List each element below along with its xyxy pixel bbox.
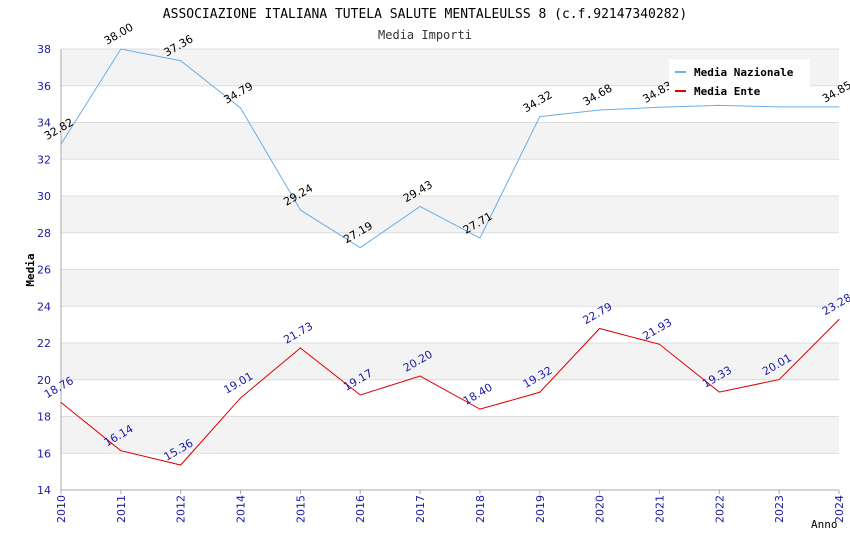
x-tick-label: 2011 xyxy=(115,495,128,523)
data-point xyxy=(240,107,242,109)
data-point xyxy=(359,247,361,249)
y-axis-label: Media xyxy=(24,253,37,286)
y-tick-label: 24 xyxy=(37,300,51,313)
data-label: 18.40 xyxy=(461,381,495,408)
data-point xyxy=(479,408,481,410)
data-point xyxy=(539,116,541,118)
y-tick-label: 20 xyxy=(37,374,51,387)
y-tick-label: 38 xyxy=(37,43,51,56)
x-axis-label: Anno xyxy=(811,518,838,531)
data-point xyxy=(120,450,122,452)
data-point xyxy=(359,394,361,396)
legend-entry: Media Nazionale xyxy=(694,66,794,79)
x-tick-label: 2021 xyxy=(653,495,666,523)
y-tick-label: 28 xyxy=(37,227,51,240)
data-point xyxy=(60,143,62,145)
x-tick-label: 2023 xyxy=(773,495,786,523)
y-tick-label: 26 xyxy=(37,264,51,277)
grid-band xyxy=(61,196,839,233)
y-tick-label: 16 xyxy=(37,447,51,460)
x-tick-label: 2018 xyxy=(474,495,487,523)
data-point xyxy=(658,343,660,345)
data-point xyxy=(718,104,720,106)
x-tick-label: 2020 xyxy=(594,495,607,523)
data-point xyxy=(539,391,541,393)
data-point xyxy=(778,379,780,381)
data-point xyxy=(419,375,421,377)
y-tick-label: 32 xyxy=(37,153,51,166)
chart-title: ASSOCIAZIONE ITALIANA TUTELA SALUTE MENT… xyxy=(163,7,687,22)
legend-entry: Media Ente xyxy=(694,85,761,98)
grid-band xyxy=(61,343,839,380)
x-tick-label: 2010 xyxy=(55,495,68,523)
y-tick-label: 22 xyxy=(37,337,51,350)
x-tick-label: 2016 xyxy=(354,495,367,523)
y-tick-label: 30 xyxy=(37,190,51,203)
data-point xyxy=(838,318,840,320)
data-point xyxy=(599,327,601,329)
data-point xyxy=(240,397,242,399)
y-tick-label: 36 xyxy=(37,80,51,93)
data-label: 34.32 xyxy=(521,88,555,115)
y-tick-label: 14 xyxy=(37,484,51,497)
data-point xyxy=(180,464,182,466)
y-tick-label: 18 xyxy=(37,411,51,424)
grid-band xyxy=(61,269,839,307)
legend-box xyxy=(669,59,810,100)
data-label: 38.00 xyxy=(102,21,136,48)
data-point xyxy=(299,209,301,211)
data-point xyxy=(838,106,840,108)
y-tick-label: 34 xyxy=(37,117,51,130)
data-point xyxy=(419,205,421,207)
data-label: 21.93 xyxy=(640,316,674,343)
data-point xyxy=(718,391,720,393)
chart-subtitle: Media Importi xyxy=(378,28,472,42)
grid-band xyxy=(61,416,839,454)
series-line-media-nazionale xyxy=(60,48,839,249)
data-point xyxy=(658,106,660,108)
legend: Media Nazionale Media Ente xyxy=(669,59,810,100)
x-tick-label: 2015 xyxy=(294,495,307,523)
data-point xyxy=(299,347,301,349)
data-point xyxy=(180,60,182,62)
x-tick-label: 2012 xyxy=(175,495,188,523)
data-point xyxy=(120,48,122,50)
data-point xyxy=(479,237,481,239)
x-tick-label: 2019 xyxy=(534,495,547,523)
series-line-media-ente xyxy=(60,319,840,466)
data-point xyxy=(599,109,601,111)
grid-band xyxy=(61,122,839,160)
x-tick-label: 2014 xyxy=(235,495,248,523)
x-tick-label: 2024 xyxy=(833,495,846,523)
data-point xyxy=(60,402,62,404)
data-point xyxy=(778,106,780,108)
x-tick-label: 2022 xyxy=(713,495,726,523)
x-tick-label: 2017 xyxy=(414,495,427,523)
